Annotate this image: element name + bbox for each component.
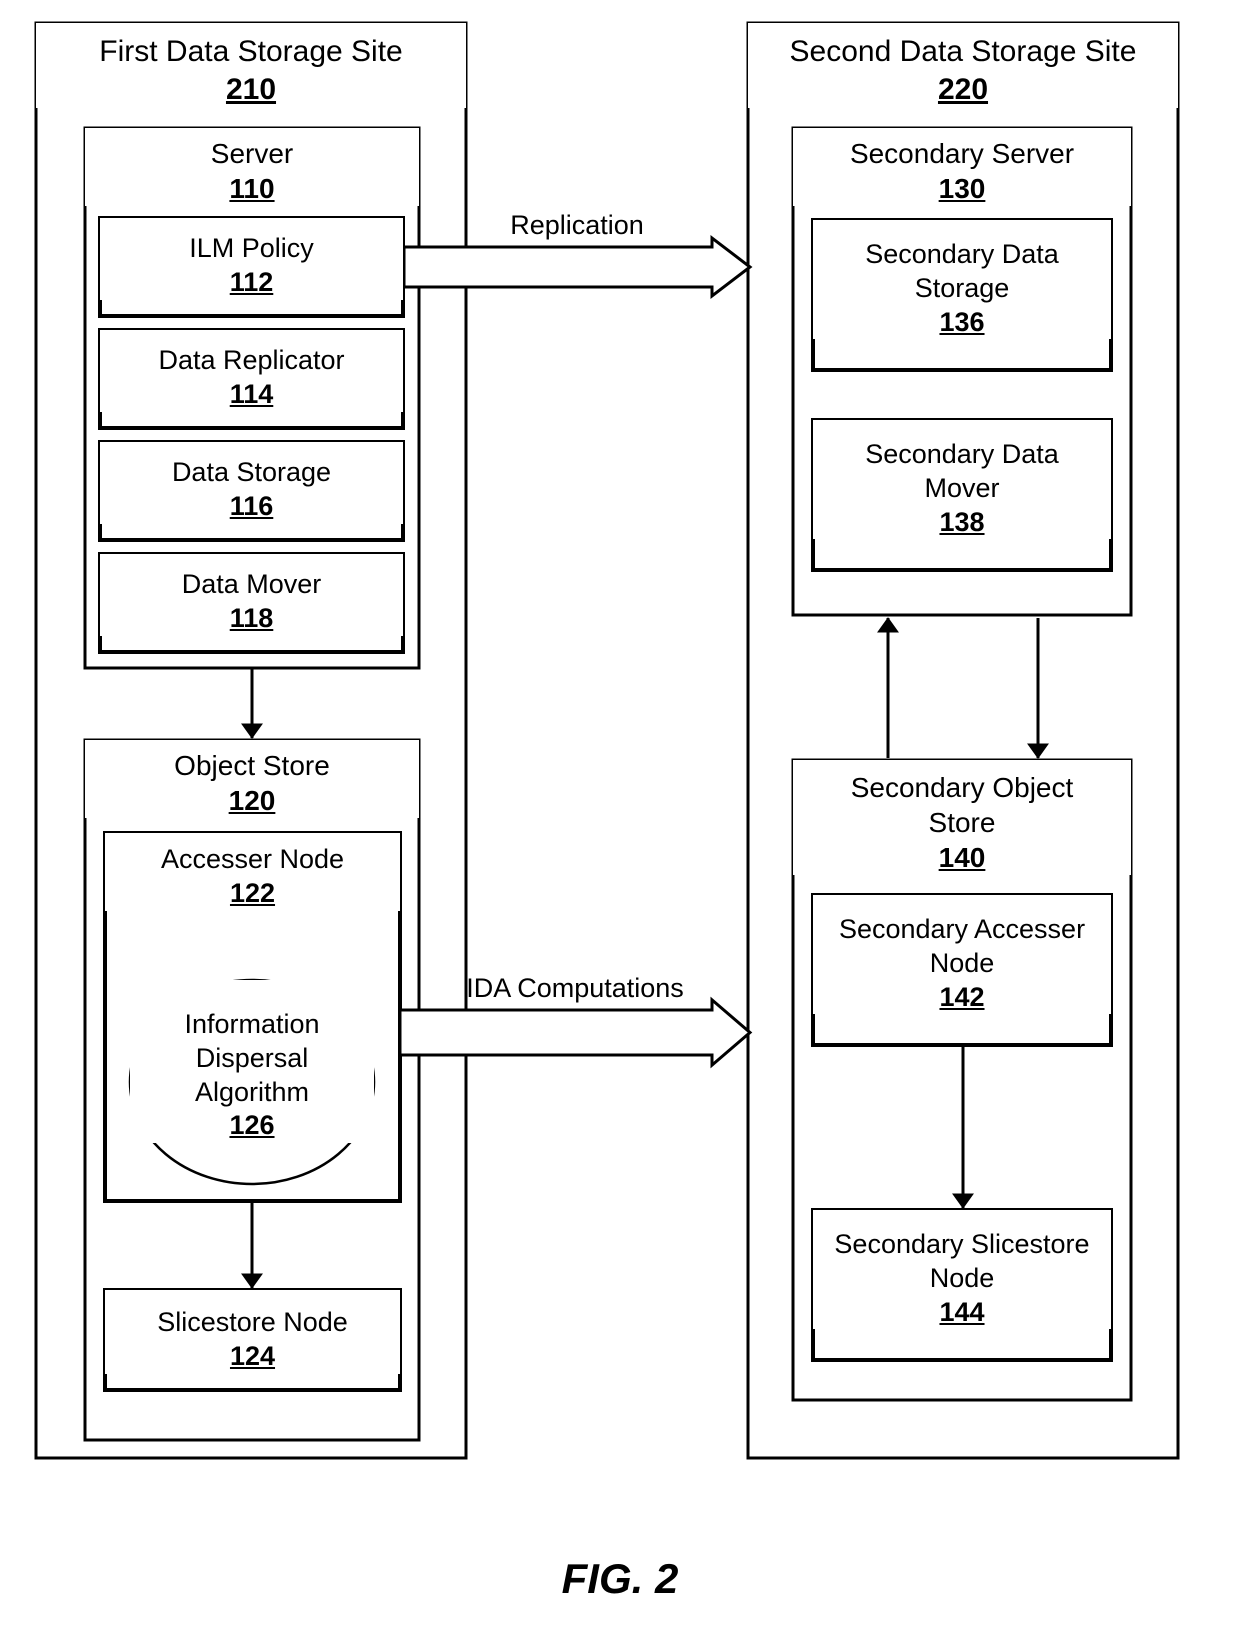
sec-server-item-0: Secondary DataStorage136 [813,220,1111,339]
accesser-title: Accesser Node122 [105,833,400,911]
slicestore-title: Slicestore Node124 [105,1290,400,1374]
sec-server-item-1: Secondary DataMover138 [813,420,1111,539]
sec-objstore-title: Secondary ObjectStore140 [793,760,1131,875]
first-site-title: First Data Storage Site210 [36,23,466,108]
ida-label-text: IDA Computations [400,972,750,1006]
object-store-title: Object Store120 [85,740,419,818]
second-site-title: Second Data Storage Site220 [748,23,1178,108]
server-title: Server110 [85,128,419,206]
figure-caption: FIG. 2 [0,1555,1240,1603]
server-item-0: ILM Policy112 [100,218,403,300]
sec-accesser-title: Secondary AccesserNode142 [813,895,1111,1014]
replication-label: Replication [404,209,750,243]
sec-server-title: Secondary Server130 [793,128,1131,206]
ida-label: InformationDispersalAlgorithm126 [130,980,374,1143]
server-item-2: Data Storage116 [100,442,403,524]
server-item-3: Data Mover118 [100,554,403,636]
server-item-1: Data Replicator114 [100,330,403,412]
sec-slicestore-title: Secondary SlicestoreNode144 [813,1210,1111,1329]
